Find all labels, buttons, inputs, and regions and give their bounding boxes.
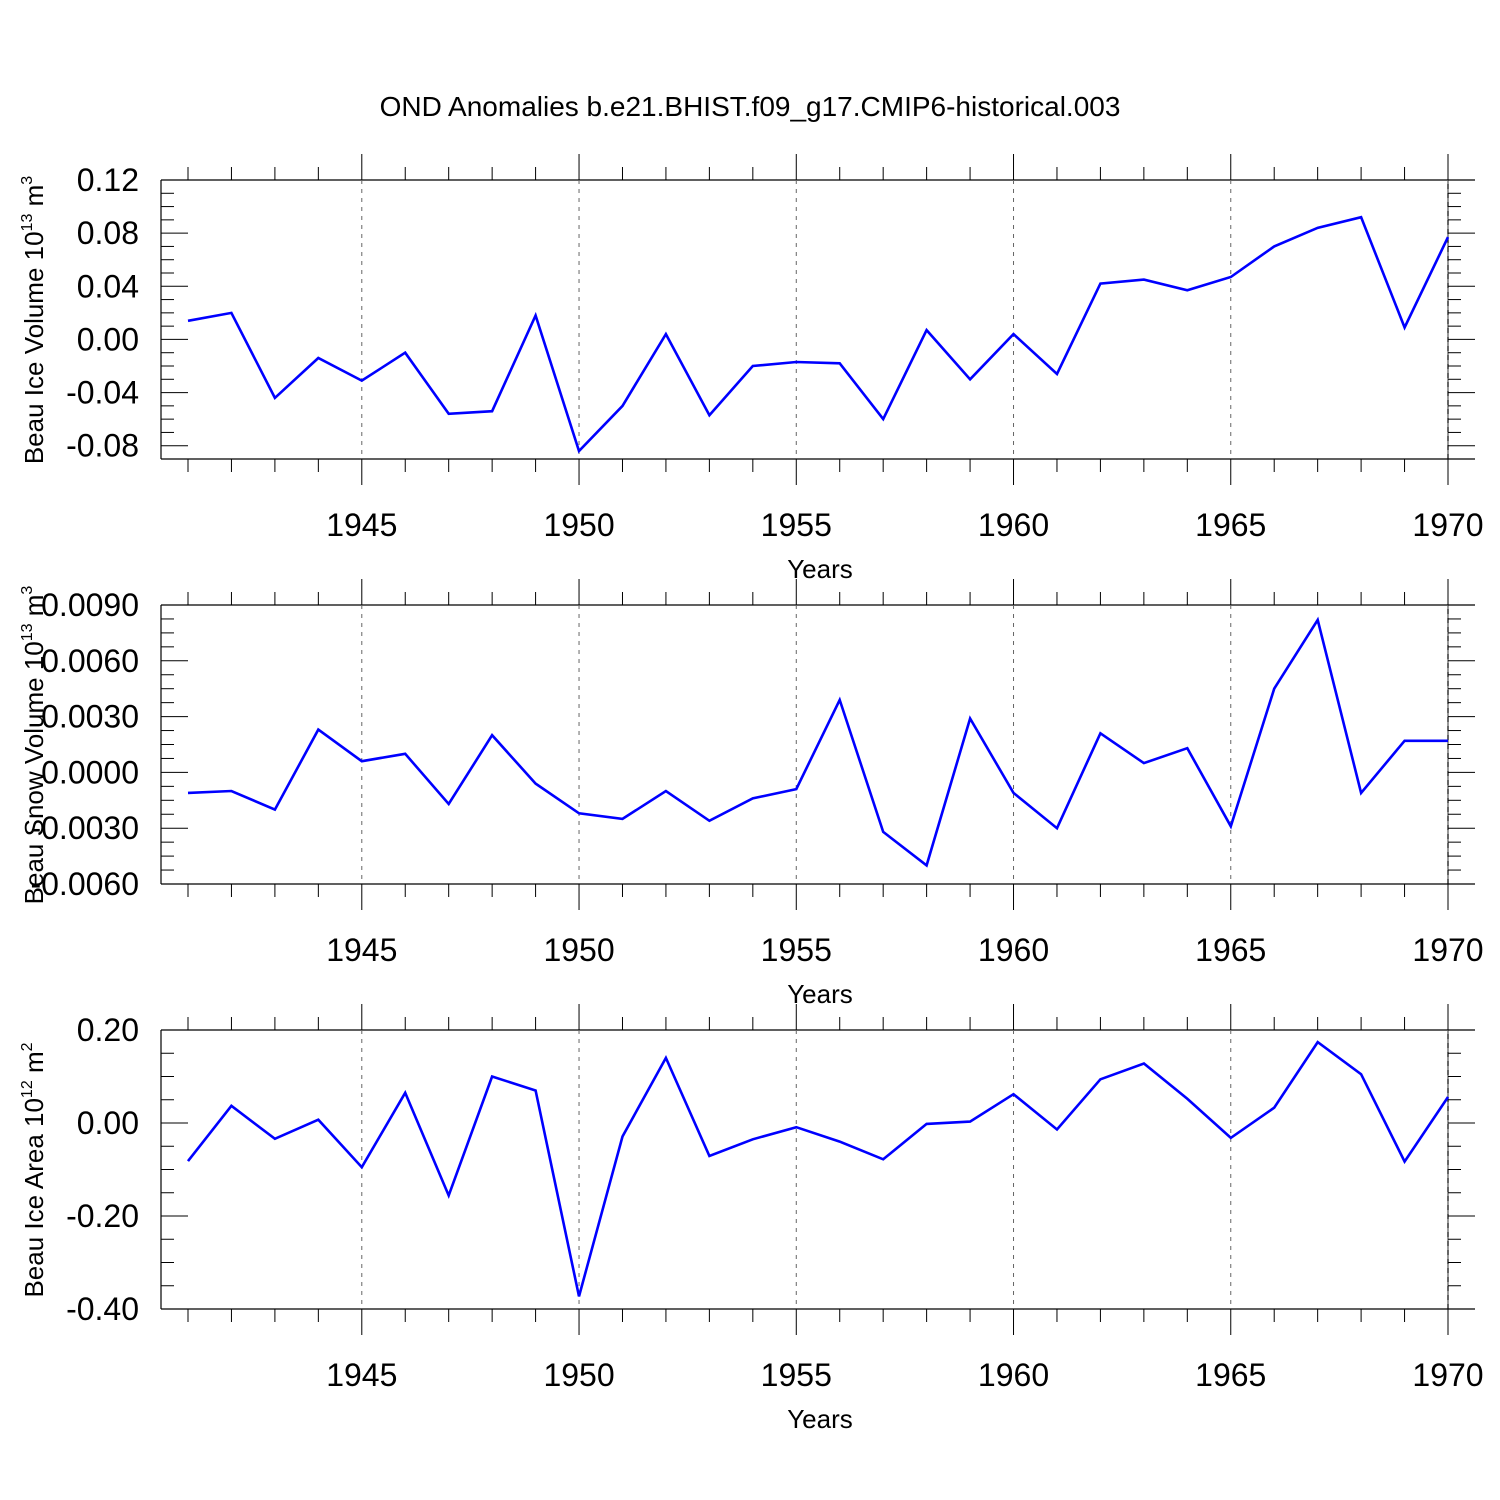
x-tick-label: 1970	[1412, 932, 1483, 968]
y-axis-title: Beau Ice Area 1012 m2	[19, 1042, 49, 1297]
y-tick-label: -0.40	[66, 1291, 139, 1327]
y-axis-title: Beau Ice Volume 1013 m3	[19, 176, 49, 464]
page-title: OND Anomalies b.e21.BHIST.f09_g17.CMIP6-…	[380, 91, 1121, 122]
chart-panels: 1945 1950 1955 1960 1965 1970 -0.08 -0.04 0.00 0.…	[0, 154, 1484, 1434]
x-tick-label: 1950	[543, 932, 614, 968]
y-axis-title-unit: m	[19, 1051, 49, 1080]
y-tick-label: 0.12	[77, 162, 139, 198]
x-tick-label: 1945	[326, 507, 397, 543]
y-tick-label: -0.04	[66, 375, 139, 411]
x-tick-label: 1960	[978, 507, 1049, 543]
y-axis-title: Beau Snow Volume 1013 m3	[19, 586, 49, 905]
y-tick-label: -0.08	[66, 428, 139, 464]
x-tick-label: 1965	[1195, 1357, 1266, 1393]
y-axis-title-unit: m	[19, 595, 49, 624]
x-tick-label: 1965	[1195, 932, 1266, 968]
y-tick-label: 0.0060	[41, 643, 139, 679]
x-axis-title: Years	[787, 979, 853, 1009]
chart-panel-2: 1945 1950 1955 1960 1965 1970 -0.0060 -0.0030 0.…	[19, 579, 1484, 1009]
y-axis-title-unit-exponent: 3	[19, 176, 36, 185]
x-tick-label: 1950	[543, 1357, 614, 1393]
y-axis-title-main: Beau Ice Volume 10	[19, 231, 49, 464]
y-axis-title-unit-exponent: 2	[19, 1042, 36, 1051]
series-line	[187, 215, 1449, 454]
x-tick-label: 1970	[1412, 507, 1483, 543]
y-axis-title-unit: m	[19, 185, 49, 214]
x-tick-label: 1970	[1412, 1357, 1483, 1393]
x-tick-label: 1945	[326, 1357, 397, 1393]
series-line	[187, 1040, 1449, 1297]
x-tick-label: 1955	[761, 1357, 832, 1393]
y-tick-label: -0.0060	[30, 866, 139, 902]
y-tick-label: -0.0030	[30, 810, 139, 846]
y-tick-label: 0.04	[77, 268, 139, 304]
label-overlap-cover	[0, 908, 70, 938]
y-axis-title-exponent: 13	[19, 623, 36, 641]
series-line	[187, 616, 1448, 868]
y-tick-label: 0.20	[77, 1012, 139, 1048]
x-tick-label: 1945	[326, 932, 397, 968]
x-tick-label: 1965	[1195, 507, 1266, 543]
chart-panel-3: 1945 1950 1955 1960 1965 1970 -0.40 -0.20 0.00 0.…	[19, 1004, 1484, 1434]
chart-panel-1: 1945 1950 1955 1960 1965 1970 -0.08 -0.04 0.00 0.…	[19, 154, 1484, 584]
x-tick-label: 1955	[761, 932, 832, 968]
y-tick-label: 0.00	[77, 1105, 139, 1141]
y-tick-label: 0.0000	[41, 754, 139, 790]
y-tick-label: 0.0090	[41, 587, 139, 623]
y-axis-title-unit-exponent: 3	[19, 586, 36, 595]
y-tick-label: 0.00	[77, 321, 139, 357]
x-tick-label: 1950	[543, 507, 614, 543]
y-axis-title-main: Beau Ice Area 10	[19, 1098, 49, 1297]
y-axis-title-exponent: 13	[19, 214, 36, 232]
y-tick-label: 0.0030	[41, 699, 139, 735]
y-axis-title-exponent: 12	[19, 1080, 36, 1098]
label-overlap-cover	[0, 560, 70, 582]
x-axis-title: Years	[787, 554, 853, 584]
x-tick-label: 1960	[978, 932, 1049, 968]
x-tick-label: 1960	[978, 1357, 1049, 1393]
x-tick-label: 1955	[761, 507, 832, 543]
y-tick-label: 0.08	[77, 215, 139, 251]
y-tick-label: -0.20	[66, 1198, 139, 1234]
y-axis-title-main: Beau Snow Volume 10	[19, 641, 49, 904]
x-axis-title: Years	[787, 1404, 853, 1434]
